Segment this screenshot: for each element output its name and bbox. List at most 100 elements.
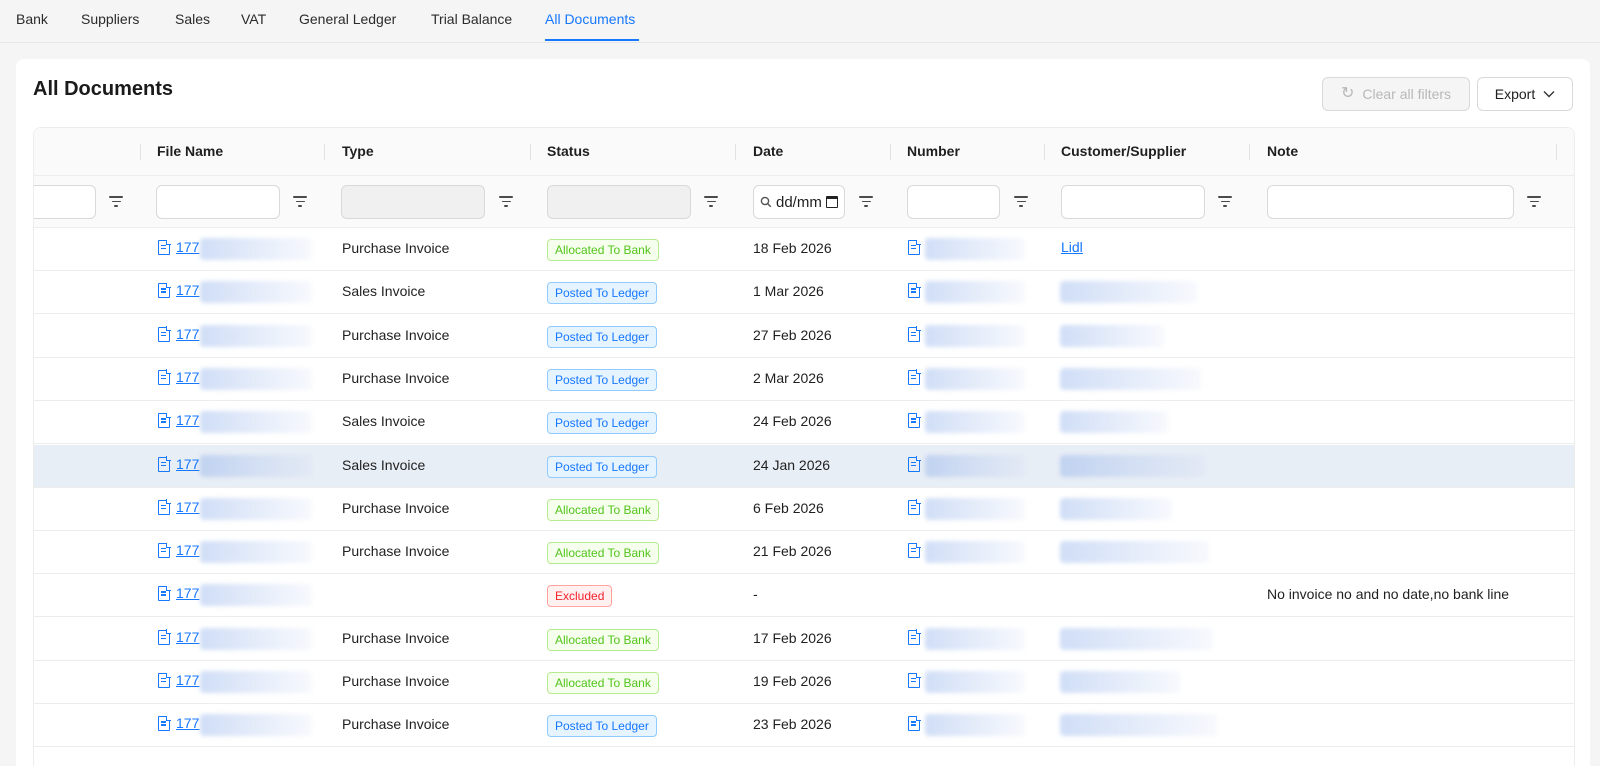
table-row[interactable]: 177 Purchase Invoice Allocated To Bank 17 F… [34, 617, 1574, 661]
document-icon [158, 629, 171, 645]
redacted-file-name [200, 411, 312, 434]
column-header-customer-supplier[interactable]: Customer/Supplier [1061, 143, 1187, 159]
document-date: 6 Feb 2026 [753, 499, 824, 516]
file-name-link[interactable]: 177 [176, 368, 200, 385]
filter-icon[interactable] [703, 193, 719, 209]
file-name-link[interactable]: 177 [176, 542, 200, 559]
calendar-icon[interactable] [825, 196, 838, 208]
tab-sales[interactable]: Sales [175, 11, 211, 27]
table-row[interactable]: 177 Sales Invoice Posted To Ledger 24 Jan 2… [34, 444, 1574, 488]
table-row[interactable]: 177 Sales Invoice Posted To Ledger 1 Mar 20… [34, 271, 1574, 315]
redacted-number-link[interactable] [925, 454, 1025, 477]
redacted-number-link[interactable] [925, 671, 1025, 693]
file-name-link[interactable]: 177 [176, 498, 200, 515]
date-filter-input[interactable]: dd/mm [753, 185, 845, 219]
note-filter-input[interactable] [1267, 185, 1514, 219]
filter-icon[interactable] [1013, 193, 1029, 209]
type-filter-select[interactable] [341, 185, 485, 219]
file-name-link[interactable]: 177 [176, 455, 200, 472]
document-icon [158, 715, 171, 732]
redacted-customer-supplier-link[interactable] [1060, 541, 1209, 564]
redacted-customer-supplier-link[interactable] [1060, 324, 1164, 347]
reload-icon: ↻ [1340, 85, 1355, 102]
column-header-note[interactable]: Note [1267, 143, 1299, 159]
filter-icon[interactable] [108, 193, 124, 209]
customer-supplier-filter-input[interactable] [1061, 185, 1205, 219]
redacted-number-link[interactable] [925, 367, 1025, 390]
document-icon [158, 456, 171, 472]
file-name-link[interactable]: 177 [176, 412, 200, 429]
leading-column-filter-input[interactable] [34, 185, 96, 219]
file-name-link[interactable]: 177 [176, 325, 200, 342]
document-icon [908, 672, 921, 688]
tab-trial-balance[interactable]: Trial Balance [431, 11, 513, 27]
tab-general-ledger[interactable]: General Ledger [299, 11, 397, 27]
table-row[interactable]: 177 Purchase Invoice Allocated To Bank 21 F… [34, 531, 1574, 575]
redacted-number-link[interactable] [925, 714, 1025, 737]
document-date: 19 Feb 2026 [753, 673, 832, 689]
tab-suppliers[interactable]: Suppliers [81, 11, 140, 27]
redacted-customer-supplier-link[interactable] [1060, 627, 1213, 650]
tab-bank[interactable]: Bank [16, 11, 48, 27]
redacted-number-link[interactable] [925, 411, 1025, 434]
redacted-customer-supplier-link[interactable] [1060, 497, 1172, 520]
redacted-customer-supplier-link[interactable] [1060, 411, 1168, 434]
file-name-link[interactable]: 177 [176, 715, 200, 732]
redacted-file-name [200, 454, 312, 477]
column-header-status[interactable]: Status [547, 143, 590, 159]
export-button[interactable]: Export [1477, 77, 1573, 111]
file-name-link[interactable]: 177 [176, 672, 200, 688]
redacted-number-link[interactable] [925, 324, 1025, 347]
date-filter-placeholder: dd/mm [776, 193, 822, 211]
redacted-customer-supplier-link[interactable] [1060, 281, 1197, 304]
table-row[interactable]: 177 Excluded - No invoice no and no date,no… [34, 574, 1574, 618]
file-name-link[interactable]: 177 [176, 282, 200, 299]
filter-icon[interactable] [292, 193, 308, 209]
tab-all-documents[interactable]: All Documents [545, 11, 636, 27]
customer-supplier-link[interactable]: Lidl [1061, 239, 1083, 255]
document-date: 24 Jan 2026 [753, 456, 831, 473]
file-name-filter-input[interactable] [156, 185, 280, 219]
status-filter-select[interactable] [547, 185, 691, 219]
clear-all-filters-button[interactable]: ↻ Clear all filters [1322, 77, 1470, 111]
redacted-customer-supplier-link[interactable] [1060, 367, 1201, 390]
table-row[interactable]: 177 Purchase Invoice Posted To Ledger 27 Fe… [34, 314, 1574, 358]
table-row[interactable]: 177 Purchase Invoice Posted To Ledger 23 Fe… [34, 704, 1574, 748]
redacted-number-link[interactable] [925, 541, 1025, 564]
document-date: 1 Mar 2026 [753, 283, 824, 300]
column-header-file-name[interactable]: File Name [157, 143, 224, 159]
redacted-customer-supplier-link[interactable] [1060, 671, 1180, 693]
document-icon [908, 499, 921, 515]
table-row[interactable]: 177 Purchase Invoice Allocated To Bank 6 Fe… [34, 487, 1574, 531]
column-header-date[interactable]: Date [753, 143, 784, 159]
column-header-type[interactable]: Type [342, 143, 374, 159]
redacted-customer-supplier-link[interactable] [1060, 714, 1217, 737]
document-date: 27 Feb 2026 [753, 326, 832, 343]
filter-icon[interactable] [858, 193, 874, 209]
status-badge: Posted To Ledger [547, 715, 657, 738]
file-name-link[interactable]: 177 [176, 628, 200, 645]
filter-icon[interactable] [1526, 193, 1542, 209]
table-row[interactable]: 177 Purchase Invoice Allocated To Bank 19 F… [34, 661, 1574, 704]
number-filter-input[interactable] [907, 185, 1000, 219]
status-badge: Posted To Ledger [547, 412, 657, 435]
redacted-number-link[interactable] [925, 281, 1025, 304]
redacted-customer-supplier-link[interactable] [1060, 454, 1205, 477]
filter-icon[interactable] [1217, 193, 1233, 209]
redacted-number-link[interactable] [925, 627, 1025, 650]
file-name-link[interactable]: 177 [176, 585, 200, 602]
table-row[interactable]: 177 Purchase Invoice Allocated To Bank 18 F… [34, 228, 1574, 271]
file-name-link[interactable]: 177 [176, 239, 200, 255]
column-header-number[interactable]: Number [907, 143, 960, 159]
document-type: Purchase Invoice [342, 673, 450, 689]
column-separator [140, 144, 141, 160]
redacted-number-link[interactable] [925, 238, 1025, 260]
column-separator [1044, 144, 1045, 160]
filter-icon[interactable] [498, 193, 514, 209]
tab-vat[interactable]: VAT [241, 11, 267, 27]
redacted-number-link[interactable] [925, 497, 1025, 520]
document-icon [908, 456, 921, 472]
document-type: Purchase Invoice [342, 369, 450, 386]
table-row[interactable]: 177 Purchase Invoice Posted To Ledger 2 Mar… [34, 357, 1574, 401]
table-row[interactable]: 177 Sales Invoice Posted To Ledger 24 Feb 2… [34, 401, 1574, 445]
